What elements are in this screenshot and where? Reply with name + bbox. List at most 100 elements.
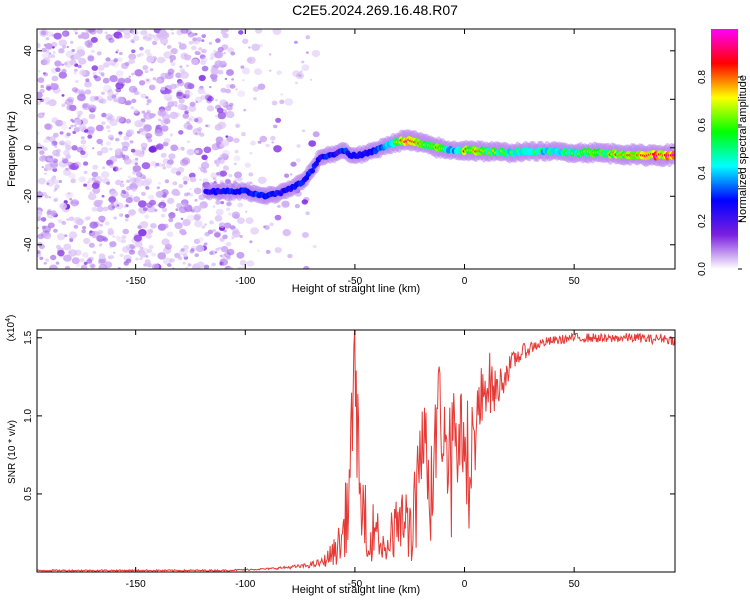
- spectrogram-noise-cell: [219, 99, 228, 106]
- spectrogram-noise-cell: [156, 129, 161, 133]
- spectrogram-noise-cell: [89, 29, 97, 35]
- spectrogram-noise-cell: [82, 226, 87, 230]
- spectrogram-noise-cell: [167, 68, 175, 75]
- spectrogram-noise-cell: [222, 165, 230, 171]
- spectrogram-noise-cell: [144, 34, 153, 42]
- spectrogram-noise-cell: [70, 162, 79, 170]
- spectrogram-noise-cell: [41, 47, 47, 53]
- spectrogram-noise-cell: [121, 189, 126, 194]
- spectrogram-noise-cell: [215, 99, 219, 102]
- spectrogram-noise-cell: [84, 42, 89, 46]
- spectrogram-noise-cell: [135, 179, 145, 187]
- spectrogram-noise-cell: [64, 62, 68, 66]
- spectrogram-noise-cell: [194, 32, 198, 36]
- spectrogram-noise-cell: [115, 137, 120, 142]
- spectrogram-noise-cell: [39, 155, 47, 162]
- spectrogram-noise-cell: [156, 186, 160, 190]
- spectrogram-noise-cell: [200, 95, 206, 100]
- spectrogram-noise-cell: [106, 181, 111, 185]
- spectrogram-noise-cell: [178, 183, 184, 189]
- spectrogram-y-tick-label: -20: [23, 189, 34, 204]
- spectrogram-noise-cell: [177, 80, 185, 87]
- spectrogram-noise-cell: [87, 129, 94, 136]
- spectrogram-noise-cell: [96, 51, 102, 56]
- spectrogram-noise-cell: [186, 148, 195, 156]
- spectrogram-noise-cell: [233, 162, 237, 166]
- spectrogram-noise-cell: [83, 261, 88, 265]
- spectrogram-noise-cell: [208, 41, 213, 45]
- spectrogram-noise-cell: [97, 65, 105, 71]
- spectrogram-noise-cell: [175, 72, 182, 79]
- spectrogram-noise-cell: [226, 255, 231, 260]
- spectrogram-noise-cell: [280, 93, 284, 96]
- spectrogram-noise-cell: [78, 57, 87, 65]
- spectrogram-noise-cell: [61, 221, 67, 226]
- spectrogram-noise-cell: [233, 137, 240, 144]
- spectrogram-noise-cell: [249, 151, 253, 155]
- spectrogram-noise-cell: [79, 69, 87, 76]
- snr-panel: -150 -100 -50 0 50 0.5 1.0 1.5 (x104) Height o…: [5, 315, 676, 596]
- spectrogram-noise-cell: [48, 157, 53, 162]
- spectrogram-noise-cell: [70, 124, 74, 128]
- spectrogram-noise-cell: [41, 225, 46, 229]
- spectrogram-noise-cell: [250, 140, 256, 146]
- spectrogram-noise-cell: [231, 236, 235, 240]
- snr-y-tick-label: 1.0: [23, 408, 34, 422]
- spectrogram-noise-cell: [180, 248, 185, 252]
- spectrogram-noise-cell: [146, 98, 152, 104]
- spectrogram-noise-cell: [138, 200, 147, 208]
- spectrogram-noise-cell: [107, 129, 111, 133]
- spectrogram-noise-cell: [257, 83, 266, 90]
- spectrogram-noise-cell: [166, 231, 174, 237]
- spectrogram-noise-cell: [168, 153, 176, 160]
- spectrogram-noise-cell: [55, 84, 59, 88]
- spectrogram-noise-cell: [201, 39, 205, 42]
- spectrogram-noise-cell: [210, 67, 219, 75]
- spectrogram-noise-cell: [227, 47, 234, 53]
- spectrogram-noise-cell: [220, 245, 229, 253]
- spectrogram-noise-cell: [282, 229, 291, 237]
- spectrogram-noise-cell: [76, 46, 85, 53]
- spectrogram-noise-cell: [109, 147, 113, 151]
- spectrogram-noise-cell: [72, 29, 79, 33]
- spectrogram-noise-cell: [48, 196, 51, 199]
- spectrogram-noise-cell: [42, 59, 50, 66]
- spectrogram-noise-cell: [37, 216, 42, 222]
- spectrogram-noise-cell: [219, 254, 223, 257]
- spectrogram-noise-cell: [305, 35, 311, 40]
- spectrogram-noise-cell: [127, 129, 135, 136]
- spectrogram-noise-cell: [140, 29, 148, 36]
- spectrogram-noise-cell: [61, 30, 70, 37]
- spectrogram-noise-cell: [125, 118, 132, 124]
- spectrogram-noise-cell: [165, 163, 172, 169]
- spectrogram-noise-cell: [257, 176, 267, 184]
- spectrogram-noise-cell: [190, 209, 195, 213]
- spectrogram-noise-cell: [301, 232, 309, 238]
- spectrogram-noise-cell: [91, 182, 100, 189]
- spectrogram-noise-cell: [152, 40, 158, 46]
- spectrogram-noise-cell: [301, 64, 310, 72]
- spectrogram-noise-cell: [103, 84, 112, 93]
- spectrogram-noise-cell: [146, 55, 155, 63]
- spectrogram-noise-cell: [88, 113, 96, 120]
- spectrogram-noise-cell: [74, 161, 81, 167]
- spectrogram-noise-cell: [210, 172, 218, 179]
- spectrogram-noise-cell: [174, 252, 181, 259]
- spectrogram-noise-cell: [37, 192, 43, 200]
- spectrogram-noise-cell: [198, 39, 201, 42]
- spectrogram-noise-cell: [224, 77, 228, 80]
- snr-series-line: [37, 330, 675, 572]
- spectrogram-noise-cell: [193, 205, 202, 213]
- spectrogram-noise-cell: [51, 46, 55, 49]
- spectrogram-noise-cell: [243, 108, 247, 112]
- spectrogram-noise-cell: [45, 258, 49, 262]
- spectrogram-noise-cell: [98, 263, 108, 269]
- spectrogram-noise-cell: [312, 131, 320, 138]
- spectrogram-noise-cell: [102, 206, 109, 212]
- spectrogram-noise-cell: [206, 105, 215, 112]
- spectrogram-noise-cell: [113, 216, 117, 220]
- spectrogram-noise-cell: [118, 51, 123, 56]
- spectrogram-noise-cell: [111, 206, 115, 209]
- spectrogram-noise-cell: [194, 118, 199, 122]
- spectrogram-noise-cell: [161, 238, 170, 246]
